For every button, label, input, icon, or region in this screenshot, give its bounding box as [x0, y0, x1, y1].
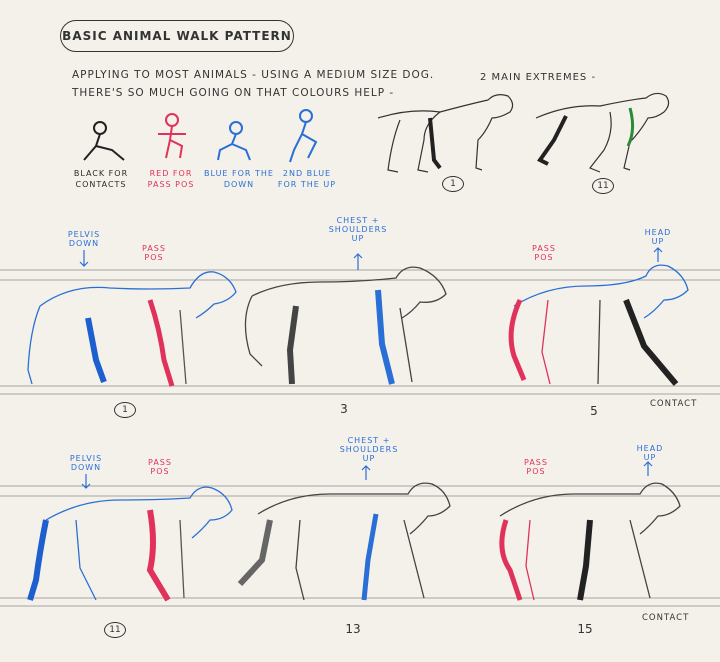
frame-number-11: 11: [104, 622, 126, 638]
key-label-blue-up: 2nd BLUE FOR the UP: [277, 169, 337, 189]
note-pass-pos-r2b: PASS POS: [524, 458, 548, 476]
extreme-number-11: 11: [592, 178, 614, 194]
key-figure-blue-down: [217, 121, 251, 161]
dog-frame-1: [27, 271, 237, 387]
key-label-blue-down: BLUE FOR the DOWN: [204, 169, 274, 189]
note-pass-pos-r1a: PASS POS: [142, 244, 166, 262]
annotation-arrows: [79, 247, 663, 489]
note-head-up-r2: HEAD UP: [636, 444, 664, 462]
key-figure-black: [83, 121, 125, 161]
dog-frame-3: [244, 266, 447, 385]
frame-number-13: 13: [345, 622, 361, 636]
key-label-black: BLACK FOR CONTACTS: [73, 169, 129, 189]
note-chest-up-r2: CHEST + SHOULDERS UP: [339, 436, 399, 463]
intro-text: APPLYING TO MOST ANIMALS - USING A MEDIU…: [72, 66, 434, 102]
extreme-dog-2: [535, 92, 670, 173]
dog-frame-5: [508, 264, 689, 386]
contact-label-r1: CONTACT: [650, 399, 698, 409]
dog-frame-13: [237, 482, 451, 601]
note-pelvis-down-r1: PELVIS DOWN: [67, 230, 101, 248]
row2-guide-lines: [0, 485, 720, 607]
page-title: BASIC ANIMAL WALK PATTERN: [60, 20, 294, 52]
extreme-number-1: 1: [442, 176, 464, 192]
note-pass-pos-r2a: PASS POS: [148, 458, 172, 476]
intro-line-2: THERE'S SO MUCH GOING ON THAT COLOURS HE…: [72, 87, 395, 99]
extremes-label: 2 MAIN EXTREMES -: [480, 72, 597, 83]
key-figure-blue-up: [289, 109, 318, 163]
key-label-red: RED FOR PASS POS: [147, 169, 195, 189]
frame-number-1: 1: [114, 402, 136, 418]
extreme-dog-1: [377, 94, 514, 173]
frame-number-3: 3: [340, 402, 348, 416]
key-figure-red: [158, 113, 186, 159]
note-chest-up-r1: CHEST + SHOULDERS UP: [328, 216, 388, 243]
contact-label-r2: CONTACT: [642, 613, 690, 623]
dog-frame-15: [499, 482, 681, 601]
title-text: BASIC ANIMAL WALK PATTERN: [62, 29, 292, 43]
row1-guide-lines: [0, 269, 720, 395]
note-pass-pos-r1b: PASS POS: [532, 244, 556, 262]
intro-line-1: APPLYING TO MOST ANIMALS - USING A MEDIU…: [72, 69, 435, 81]
note-head-up-r1: HEAD UP: [644, 228, 672, 246]
note-pelvis-down-r2: PELVIS DOWN: [69, 454, 103, 472]
dog-frame-11: [27, 486, 233, 602]
frame-number-5: 5: [590, 404, 598, 418]
frame-number-15: 15: [577, 622, 593, 636]
